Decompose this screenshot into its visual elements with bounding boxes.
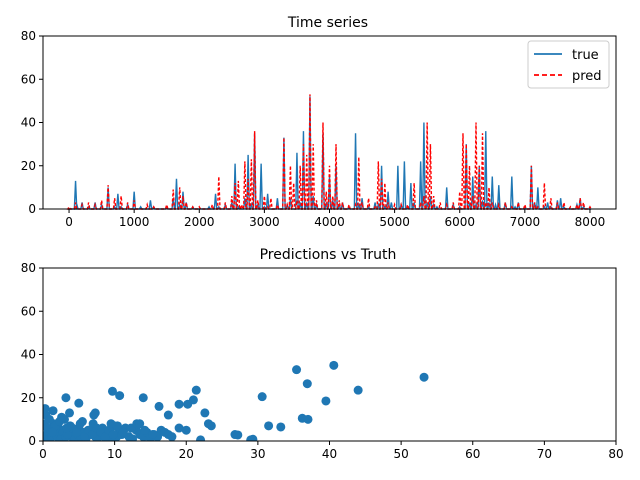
time-series-title: Time series xyxy=(287,15,368,31)
scatter-point xyxy=(302,379,312,389)
x-tick-label: 8000 xyxy=(575,215,606,229)
y-tick-label: 40 xyxy=(21,116,36,130)
scatter-point xyxy=(65,408,75,418)
scatter-point xyxy=(154,401,164,411)
scatter-point xyxy=(248,434,258,441)
scatter-point xyxy=(163,410,173,420)
scatter-point xyxy=(200,408,210,418)
x-tick-label: 40 xyxy=(322,447,337,461)
legend-box xyxy=(527,40,610,89)
scatter-points xyxy=(43,360,429,441)
scatter-point xyxy=(257,392,267,402)
x-tick-label: 60 xyxy=(465,447,480,461)
y-tick-label: 60 xyxy=(21,72,36,86)
scatter-point xyxy=(167,432,177,441)
time-series-legend: true pred xyxy=(527,40,610,89)
time-series-x-ticks: 0 1000 2000 3000 4000 5000 6000 7000 8000 xyxy=(65,209,605,229)
scatter-point xyxy=(174,399,184,409)
scatter-point xyxy=(292,365,302,375)
scatter-point xyxy=(138,393,148,403)
time-series-y-ticks: 0 20 40 60 80 xyxy=(21,29,43,216)
time-series-chart: Time series 0 1000 2000 3000 4000 5000 6000 700… xyxy=(21,15,617,229)
scatter-point xyxy=(233,430,243,440)
scatter-point xyxy=(62,423,72,433)
scatter-point xyxy=(135,419,145,429)
x-tick-label: 2000 xyxy=(184,215,215,229)
scatter-point xyxy=(303,414,313,424)
y-tick-label: 80 xyxy=(21,261,36,275)
scatter-point xyxy=(183,399,193,409)
scatter-point xyxy=(128,434,138,441)
y-tick-label: 20 xyxy=(21,391,36,405)
scatter-title: Predictions vs Truth xyxy=(260,247,397,263)
y-tick-label: 80 xyxy=(21,29,36,43)
x-tick-label: 10 xyxy=(107,447,122,461)
x-tick-label: 3000 xyxy=(249,215,280,229)
scatter-point xyxy=(321,396,331,406)
x-tick-label: 5000 xyxy=(379,215,410,229)
scatter-point xyxy=(140,425,150,435)
scatter-plot-area xyxy=(43,360,429,441)
scatter-point xyxy=(264,421,274,431)
scatter-point xyxy=(196,435,206,441)
x-tick-label: 50 xyxy=(393,447,408,461)
scatter-point xyxy=(118,427,128,437)
scatter-point xyxy=(108,430,118,440)
scatter-x-ticks: 0 10 20 30 40 50 60 70 80 xyxy=(39,441,624,461)
scatter-point xyxy=(47,427,57,437)
y-tick-label: 0 xyxy=(28,434,36,448)
x-tick-label: 1000 xyxy=(119,215,150,229)
x-tick-label: 7000 xyxy=(510,215,541,229)
legend-true-label: true xyxy=(572,48,599,63)
x-tick-label: 20 xyxy=(179,447,194,461)
scatter-point xyxy=(148,430,158,440)
scatter-point xyxy=(44,414,54,424)
y-tick-label: 40 xyxy=(21,348,36,362)
scatter-point xyxy=(80,432,90,441)
scatter-point xyxy=(276,422,286,432)
scatter-point xyxy=(419,372,429,382)
x-tick-label: 0 xyxy=(39,447,47,461)
x-tick-label: 6000 xyxy=(444,215,475,229)
scatter-point xyxy=(329,360,339,370)
scatter-point xyxy=(90,408,100,418)
scatter-point xyxy=(43,404,50,414)
scatter-point xyxy=(203,419,213,429)
scatter-point xyxy=(62,430,72,440)
scatter-point xyxy=(72,427,82,437)
x-tick-label: 80 xyxy=(608,447,623,461)
scatter-point xyxy=(61,393,71,403)
scatter-point xyxy=(115,391,125,401)
x-tick-label: 4000 xyxy=(314,215,345,229)
y-tick-label: 0 xyxy=(28,202,36,216)
scatter-point xyxy=(77,417,87,427)
scatter-point xyxy=(353,385,363,395)
predictions-vs-truth-chart: Predictions vs Truth 0 10 20 30 40 50 60 70 80 0… xyxy=(21,247,624,461)
scatter-point xyxy=(174,423,184,433)
scatter-point xyxy=(57,412,67,422)
scatter-point xyxy=(107,386,117,396)
x-tick-label: 0 xyxy=(65,215,73,229)
x-tick-label: 70 xyxy=(537,447,552,461)
scatter-point xyxy=(48,406,58,416)
y-tick-label: 60 xyxy=(21,304,36,318)
scatter-point xyxy=(191,385,201,395)
x-tick-label: 30 xyxy=(250,447,265,461)
scatter-point xyxy=(106,419,116,429)
legend-pred-label: pred xyxy=(572,69,602,84)
scatter-point xyxy=(87,430,97,440)
scatter-point xyxy=(74,398,84,408)
scatter-y-ticks: 0 20 40 60 80 xyxy=(21,261,43,448)
y-tick-label: 20 xyxy=(21,159,36,173)
scatter-point xyxy=(181,425,191,435)
